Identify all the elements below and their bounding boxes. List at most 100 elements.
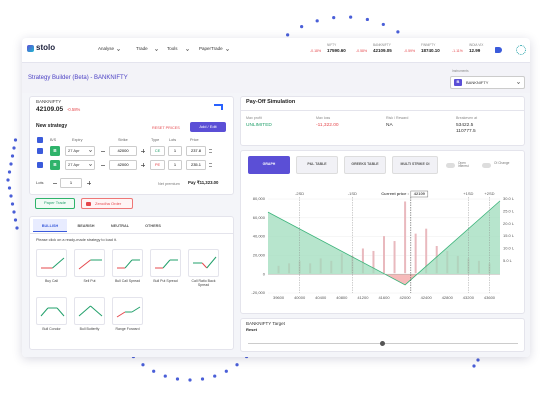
payoff-tab[interactable]: MULTI STRIKE OI bbox=[392, 156, 438, 174]
strategy-name: Call Ratio Back Spread bbox=[191, 279, 216, 287]
strategy-item[interactable] bbox=[36, 297, 67, 325]
symbol-change: -0.58% bbox=[67, 107, 81, 112]
strategy-tab[interactable]: OTHERS bbox=[136, 219, 170, 232]
strategy-tab-label: NEUTRAL bbox=[110, 223, 130, 228]
reset-prices[interactable]: RESET PRICES bbox=[152, 126, 180, 130]
lots-minus[interactable] bbox=[52, 180, 58, 186]
icon-segment bbox=[206, 256, 217, 269]
ticker-name: NIFTY bbox=[327, 43, 337, 47]
settings-icon[interactable] bbox=[516, 45, 526, 55]
expiry-select[interactable] bbox=[65, 160, 95, 170]
icon-segment bbox=[124, 259, 133, 269]
leg-checkbox[interactable] bbox=[37, 148, 43, 154]
strategy-tab[interactable]: BEARISH bbox=[69, 219, 103, 232]
toggle-switch[interactable] bbox=[446, 163, 455, 168]
target-thumb[interactable] bbox=[380, 341, 385, 346]
nav-item[interactable]: Trade bbox=[136, 46, 148, 51]
strategy-item[interactable] bbox=[150, 249, 181, 277]
zerodha-icon bbox=[86, 202, 91, 206]
strategy-tab-label: BEARISH bbox=[77, 223, 95, 228]
dot bbox=[152, 369, 156, 373]
strike-minus[interactable] bbox=[100, 148, 106, 154]
strategy-item[interactable] bbox=[36, 249, 67, 277]
stat-label: Breakeven at bbox=[456, 116, 478, 120]
dot bbox=[396, 30, 400, 34]
dot bbox=[10, 154, 15, 158]
stat-value: 110777.5 bbox=[456, 129, 476, 134]
leg-side-button[interactable]: B bbox=[50, 160, 60, 170]
dot bbox=[349, 15, 353, 19]
strike-plus[interactable] bbox=[140, 148, 146, 154]
header-checkbox[interactable] bbox=[37, 137, 43, 143]
dot bbox=[6, 178, 10, 182]
lots-value: 1 bbox=[69, 179, 73, 185]
nav-item[interactable]: Analyse bbox=[98, 46, 115, 51]
announce-icon[interactable] bbox=[495, 47, 502, 53]
leg-lots: 1 bbox=[173, 161, 177, 167]
zerodha-button[interactable]: Zerodha Order bbox=[81, 198, 133, 209]
strategy-item[interactable] bbox=[112, 297, 143, 325]
dot bbox=[300, 25, 304, 29]
payoff-card bbox=[240, 96, 525, 146]
strategy-item[interactable] bbox=[74, 249, 105, 277]
nav-item[interactable]: PaperTrade bbox=[199, 46, 223, 51]
strategy-item[interactable] bbox=[112, 249, 143, 277]
strategy-icon bbox=[117, 259, 140, 269]
leg-type: CE bbox=[154, 147, 161, 153]
nav-item[interactable]: Tools bbox=[167, 46, 178, 51]
strategy-hint: Please click on a ready-made strategy to… bbox=[36, 238, 117, 242]
target-label: BANKNIFTY Target bbox=[246, 321, 285, 326]
payoff-tab[interactable]: GRAPH bbox=[248, 156, 290, 174]
dot bbox=[9, 194, 13, 198]
strategy-item[interactable] bbox=[74, 297, 105, 325]
icon-segment bbox=[90, 305, 103, 317]
ticker-name: INDIA VIX bbox=[469, 43, 484, 47]
leg-strike: 42000 bbox=[117, 161, 129, 167]
lots-box: 1 bbox=[168, 146, 182, 156]
strategy-name: Bull Call Spread bbox=[114, 279, 141, 283]
dot bbox=[332, 16, 336, 20]
leg-side-button[interactable]: B bbox=[50, 146, 60, 156]
leg-price: 235.1 bbox=[190, 161, 201, 167]
payoff-tab-label: GRAPH bbox=[262, 162, 276, 167]
instrument-badge: B bbox=[456, 79, 460, 85]
payoff-tab[interactable]: GREEKS TABLE bbox=[344, 156, 386, 174]
dot bbox=[224, 369, 228, 373]
chart-card bbox=[240, 150, 525, 314]
type-box[interactable]: CE bbox=[150, 146, 165, 156]
paper-trade-button[interactable]: Paper Trade bbox=[35, 198, 75, 209]
strike-minus[interactable] bbox=[100, 162, 106, 168]
type-box[interactable]: PE bbox=[150, 160, 165, 170]
ticker-change: -0.18% bbox=[310, 48, 322, 53]
payoff-tab[interactable]: P&L TABLE bbox=[296, 156, 338, 174]
strike-box: 42000 bbox=[109, 146, 137, 156]
leg-strike: 42000 bbox=[117, 147, 129, 153]
stat-label: Max profit bbox=[246, 116, 262, 120]
strike-plus[interactable] bbox=[140, 162, 146, 168]
leg-checkbox[interactable] bbox=[37, 162, 43, 168]
icon-segment bbox=[131, 306, 141, 313]
target-reset[interactable]: Reset bbox=[246, 327, 257, 332]
leg-type: PE bbox=[154, 161, 161, 167]
dot bbox=[286, 33, 290, 37]
strategy-name: Bull Butterfly bbox=[79, 327, 100, 331]
strategy-tab[interactable]: NEUTRAL bbox=[103, 219, 137, 232]
ticker-name: BANKNIFTY bbox=[373, 43, 391, 47]
payoff-divider bbox=[240, 110, 525, 111]
leg-expiry: 27 Apr bbox=[68, 162, 80, 167]
toggle-switch[interactable] bbox=[482, 163, 491, 168]
add-edit-button[interactable]: Add / Edit bbox=[190, 122, 226, 132]
strategy-item[interactable] bbox=[188, 249, 219, 277]
dot bbox=[10, 202, 15, 206]
dot bbox=[200, 377, 205, 381]
icon-segment bbox=[162, 259, 171, 269]
logo: stolo bbox=[36, 43, 56, 52]
price-box: 237.8 bbox=[186, 146, 206, 156]
instrument-select[interactable] bbox=[450, 76, 525, 89]
expiry-select[interactable] bbox=[65, 146, 95, 156]
leg-spinner[interactable] bbox=[209, 163, 212, 167]
lots-plus[interactable] bbox=[86, 180, 92, 186]
strategy-tab[interactable]: BULLISH bbox=[33, 219, 67, 232]
leg-spinner[interactable] bbox=[209, 149, 212, 153]
column-header: Lots bbox=[169, 138, 177, 142]
